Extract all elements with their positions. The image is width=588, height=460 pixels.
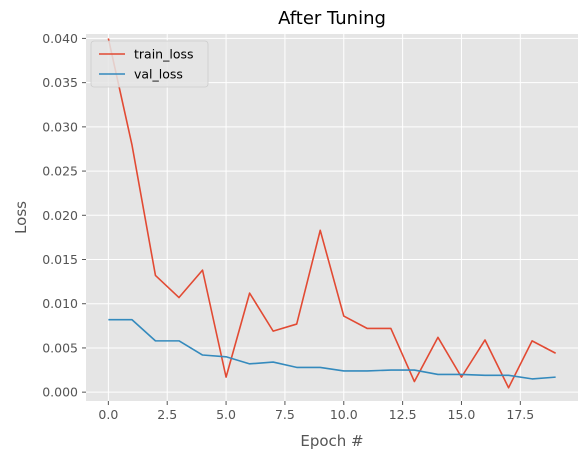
legend: train_loss val_loss (90, 40, 209, 88)
axis-ticks: 0.0 2.5 5.0 7.5 10.0 12.5 15.0 17.5 0.000 0.005 0.… (42, 31, 534, 422)
y-tick-label: 0.005 (42, 340, 78, 355)
x-tick-label: 2.5 (157, 407, 177, 422)
x-tick-label: 12.5 (389, 407, 417, 422)
y-tick-label: 0.025 (42, 164, 78, 179)
x-tick-label: 7.5 (275, 407, 295, 422)
x-tick-label: 5.0 (216, 407, 236, 422)
y-tick-label: 0.010 (42, 296, 78, 311)
legend-label-train-loss: train_loss (134, 47, 194, 62)
x-tick-label: 17.5 (506, 407, 534, 422)
y-tick-label: 0.020 (42, 208, 78, 223)
legend-label-val-loss: val_loss (134, 67, 183, 82)
series-line-train-loss (107, 38, 557, 389)
x-tick-label: 15.0 (448, 407, 476, 422)
x-axis-label: Epoch # (300, 432, 363, 450)
y-tick-label: 0.040 (42, 31, 78, 46)
y-tick-label: 0.000 (42, 385, 78, 400)
grid (86, 34, 578, 401)
series-line-val-loss (108, 318, 556, 380)
legend-box (90, 40, 209, 88)
y-axis-label: Loss (12, 201, 30, 234)
chart-title: After Tuning (278, 8, 386, 29)
y-tick-label: 0.030 (42, 119, 78, 134)
x-tick-label: 0.0 (98, 407, 118, 422)
x-tick-label: 10.0 (330, 407, 358, 422)
plot-area (86, 34, 578, 401)
y-tick-label: 0.015 (42, 252, 78, 267)
series-lines (107, 38, 557, 389)
y-tick-label: 0.035 (42, 75, 78, 90)
